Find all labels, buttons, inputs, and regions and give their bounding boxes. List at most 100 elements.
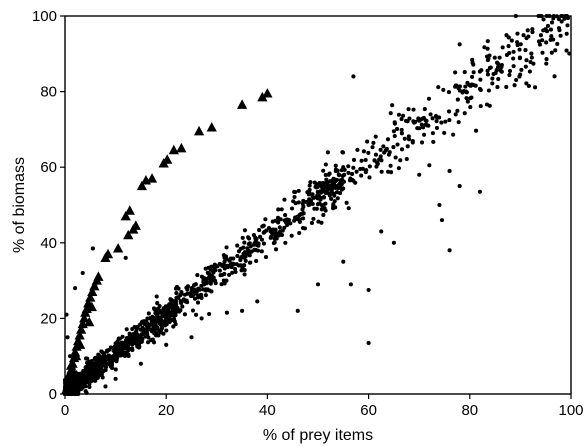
scatter-dot [567, 51, 572, 56]
scatter-dot [280, 232, 285, 238]
scatter-dot [392, 120, 397, 125]
scatter-dot [529, 51, 534, 56]
scatter-dot [130, 327, 135, 332]
scatter-dot [289, 233, 294, 238]
triangle-marker [79, 313, 90, 323]
scatter-dot [320, 185, 325, 190]
scatter-dot [256, 241, 261, 246]
scatter-dot [275, 218, 280, 223]
scatter-dot [307, 202, 312, 207]
scatter-dot [371, 140, 376, 145]
scatter-dot [173, 309, 178, 314]
scatter-dot [390, 103, 395, 108]
triangle-marker [86, 301, 97, 312]
scatter-dot [173, 298, 178, 304]
scatter-dot [83, 356, 89, 361]
scatter-dot [84, 375, 89, 380]
scatter-dot [350, 171, 355, 176]
scatter-dot [526, 34, 531, 39]
scatter-dot [262, 229, 267, 234]
y-tick-label: 40 [40, 235, 57, 252]
scatter-dot [218, 273, 223, 278]
scatter-dot [101, 358, 106, 363]
scatter-dot [273, 247, 279, 252]
outlier-dot [457, 184, 462, 189]
scatter-dot [158, 315, 163, 321]
scatter-dot [319, 207, 324, 212]
scatter-dot [373, 152, 378, 157]
scatter-dot [547, 13, 552, 19]
points-layer [60, 13, 572, 397]
scatter-dot [465, 99, 470, 104]
scatter-dot [217, 268, 222, 273]
scatter-dot [242, 240, 247, 245]
scatter-dot [404, 156, 409, 162]
outlier-dot [255, 299, 260, 304]
scatter-dot [292, 189, 297, 194]
scatter-dot [151, 306, 157, 311]
triangle-marker [87, 286, 98, 296]
scatter-dot [134, 333, 139, 338]
scatter-dot [126, 337, 131, 342]
scatter-dot [453, 112, 458, 117]
x-tick-label: 40 [259, 402, 276, 419]
scatter-dot [321, 168, 326, 173]
scatter-dot [98, 363, 103, 368]
scatter-dot [559, 19, 564, 24]
scatter-dot [207, 288, 212, 293]
scatter-dot [133, 337, 138, 342]
scatter-dot [70, 383, 75, 389]
scatter-dot [381, 144, 386, 149]
x-tick-label: 80 [461, 402, 478, 419]
scatter-dot [238, 258, 243, 263]
scatter-dot [473, 128, 479, 133]
scatter-dot [406, 107, 411, 112]
scatter-dot [346, 206, 351, 211]
scatter-dot [468, 105, 473, 110]
outlier-dot [391, 129, 396, 134]
x-tick-label: 60 [360, 402, 377, 419]
scatter-dot [242, 228, 248, 233]
scatter-dot [500, 45, 505, 50]
scatter-dot [291, 199, 296, 204]
scatter-dot [335, 196, 340, 201]
scatter-dot [379, 169, 384, 174]
ticks-layer: 0 20 40 60 80 100 0 20 40 60 80 100 [32, 8, 584, 419]
scatter-dot [182, 292, 187, 297]
triangle-marker [123, 229, 134, 240]
scatter-dot [245, 251, 250, 256]
scatter-dot [173, 286, 179, 291]
scatter-dot [118, 353, 123, 358]
scatter-dot [333, 167, 338, 172]
scatter-dot [242, 255, 247, 260]
scatter-dot [243, 258, 248, 263]
scatter-dot [254, 258, 259, 264]
triangle-marker [146, 173, 158, 183]
scatter-dot [121, 346, 127, 351]
scatter-dot [296, 200, 301, 205]
scatter-dot [93, 372, 98, 377]
scatter-dot [189, 287, 194, 292]
scatter-dot [359, 173, 364, 178]
scatter-dot [398, 158, 403, 163]
scatter-dot [529, 55, 534, 60]
scatter-dot [89, 378, 94, 383]
scatter-dot [361, 149, 366, 154]
scatter-dot [471, 70, 476, 75]
scatter-dot [263, 255, 269, 260]
scatter-dot [515, 31, 520, 36]
scatter-dot [511, 49, 516, 54]
scatter-dot [114, 352, 119, 357]
scatter-dot [519, 67, 524, 72]
scatter-dot [335, 183, 340, 189]
scatter-dot [276, 207, 281, 212]
scatter-dot [140, 325, 145, 330]
scatter-dot [341, 186, 346, 191]
scatter-dot [554, 14, 559, 19]
scatter-dot [277, 225, 282, 230]
scatter-dot [84, 390, 89, 395]
scatter-dot [261, 241, 266, 246]
scatter-dot [521, 33, 526, 38]
scatter-dot [338, 191, 343, 196]
scatter-dot [544, 40, 549, 45]
